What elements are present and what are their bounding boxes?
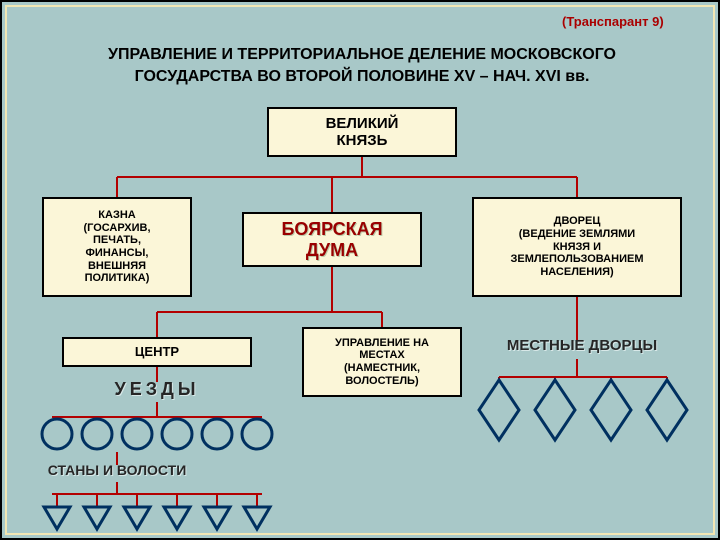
box-kazna: КАЗНА(ГОСАРХИВ,ПЕЧАТЬ,ФИНАНСЫ,ВНЕШНЯЯПОЛ… (42, 197, 192, 297)
local-palace-diamond-3 (647, 380, 687, 440)
box-prince: ВЕЛИКИЙКНЯЗЬ (267, 107, 457, 157)
box-duma: БОЯРСКАЯДУМА (242, 212, 422, 267)
diagram-title: УПРАВЛЕНИЕ И ТЕРРИТОРИАЛЬНОЕ ДЕЛЕНИЕ МОС… (22, 44, 702, 87)
stan-triangle-2 (124, 507, 150, 529)
local-palace-diamond-0 (479, 380, 519, 440)
box-palace: ДВОРЕЦ(ВЕДЕНИЕ ЗЕМЛЯМИКНЯЗЯ ИЗЕМЛЕПОЛЬЗО… (472, 197, 682, 297)
stan-triangle-4 (204, 507, 230, 529)
stan-triangle-1 (84, 507, 110, 529)
uezd-circle-4 (202, 419, 232, 449)
stan-triangle-3 (164, 507, 190, 529)
box-center: ЦЕНТР (62, 337, 252, 367)
label-uezdy: УЕЗДЫ (7, 379, 307, 400)
label-local: МЕСТНЫЕ ДВОРЦЫ (432, 337, 720, 354)
local-palace-diamond-2 (591, 380, 631, 440)
uezd-circle-1 (82, 419, 112, 449)
diagram-canvas: (Транспарант 9) УПРАВЛЕНИЕ И ТЕРРИТОРИАЛЬ… (0, 0, 720, 540)
uezd-circle-2 (122, 419, 152, 449)
stan-triangle-5 (244, 507, 270, 529)
stan-triangle-0 (44, 507, 70, 529)
uezd-circle-0 (42, 419, 72, 449)
uezd-circle-3 (162, 419, 192, 449)
local-palace-diamond-1 (535, 380, 575, 440)
header-note: (Транспарант 9) (562, 14, 664, 29)
label-stany: СТАНЫ И ВОЛОСТИ (0, 462, 267, 478)
uezd-circle-5 (242, 419, 272, 449)
